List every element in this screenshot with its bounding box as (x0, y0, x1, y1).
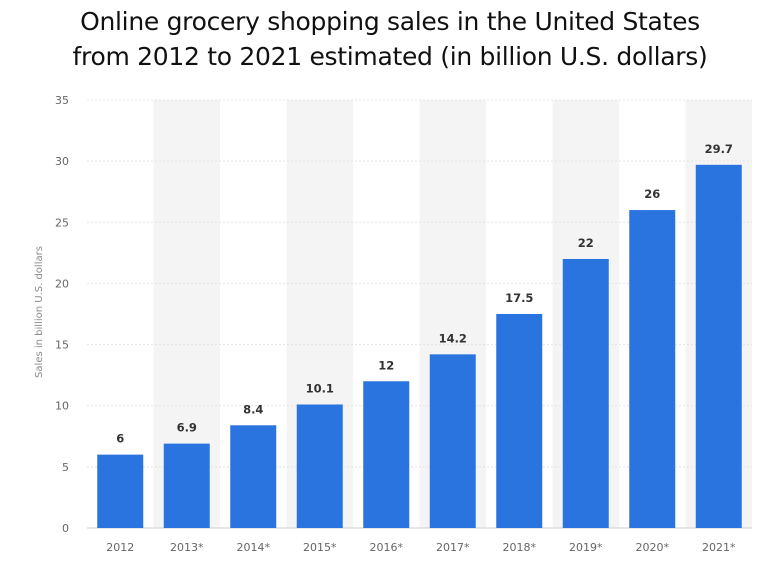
bar-value-label: 22 (578, 236, 594, 250)
y-tick-label: 20 (55, 277, 69, 290)
x-tick-label: 2013* (170, 541, 204, 554)
bar-value-label: 6 (116, 432, 124, 446)
chart-title-line-2: from 2012 to 2021 estimated (in billion … (72, 42, 708, 71)
bar[interactable] (496, 314, 543, 528)
bar[interactable] (562, 258, 609, 528)
x-tick-label: 2017* (436, 541, 470, 554)
bar[interactable] (230, 425, 277, 528)
bar-value-label: 17.5 (505, 291, 533, 305)
value-labels: 6 6.9 8.4 10.1 12 14.2 17.5 22 26 29.7 (116, 142, 733, 446)
x-tick-label: 2020* (636, 541, 670, 554)
bar-value-label: 10.1 (306, 381, 334, 395)
bar[interactable] (629, 210, 676, 529)
x-tick-label: 2016* (370, 541, 404, 554)
x-tick-label: 2018* (503, 541, 537, 554)
bars (97, 164, 742, 529)
bar-value-label: 6.9 (177, 421, 197, 435)
bar-value-label: 14.2 (439, 331, 467, 345)
bar-value-label: 8.4 (243, 402, 263, 416)
bar[interactable] (363, 381, 410, 528)
bar[interactable] (163, 443, 210, 528)
y-axis-label: Sales in billion U.S. dollars (34, 246, 45, 378)
chart-title-line-1: Online grocery shopping sales in the Uni… (80, 7, 700, 36)
y-tick-label: 25 (55, 216, 69, 229)
y-tick-label: 30 (55, 155, 69, 168)
bar-value-label: 12 (378, 358, 394, 372)
y-tick-label: 10 (55, 400, 69, 413)
y-tick-label: 35 (55, 94, 69, 107)
bar[interactable] (429, 354, 476, 528)
x-tick-label: 2014* (237, 541, 271, 554)
bar[interactable] (97, 454, 144, 528)
y-axis-ticks: 0 5 10 15 20 25 30 35 (55, 94, 69, 535)
y-tick-label: 5 (62, 461, 69, 474)
x-tick-label: 2015* (303, 541, 337, 554)
bar-value-label: 26 (644, 187, 660, 201)
x-tick-label: 2021* (702, 541, 736, 554)
bar[interactable] (296, 404, 343, 528)
x-tick-label: 2012 (106, 541, 134, 554)
bar[interactable] (695, 164, 742, 528)
bar-value-label: 29.7 (705, 142, 733, 156)
chart-title: Online grocery shopping sales in the Uni… (0, 4, 780, 74)
x-tick-label: 2019* (569, 541, 603, 554)
y-tick-label: 0 (62, 522, 69, 535)
y-tick-label: 15 (55, 339, 69, 352)
x-axis-ticks: 2012 2013* 2014* 2015* 2016* 2017* 2018* 2019* 2… (106, 541, 736, 554)
